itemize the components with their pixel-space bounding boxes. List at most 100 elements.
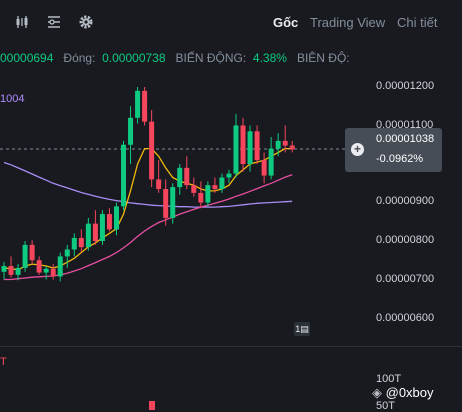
candle-body [212,185,218,190]
ma-label: 1004 [0,93,25,105]
candle-body [64,249,70,257]
ma-long-line [3,161,293,208]
candle [268,137,274,180]
candle-body [240,125,246,164]
candle-body [219,177,225,190]
candle [177,164,183,195]
candlestick-chart[interactable] [0,62,370,342]
range-label: BIÊN ĐỘ: [296,51,350,65]
candle [184,156,190,190]
candle-body [163,189,169,218]
candle [226,169,232,184]
candle [240,117,246,172]
candle-body [149,121,155,180]
candle-body [57,256,63,277]
candle-body [184,167,190,186]
candle-body [8,266,14,275]
price-axis-label: 0.00000800 [376,234,435,246]
volume-label: T [0,356,7,368]
candle-body [205,185,211,203]
candle-body [71,237,77,250]
gear-icon[interactable] [78,14,94,30]
candle [92,210,98,245]
candle-body [254,131,260,161]
candle [261,152,267,184]
close-label: Đóng: [63,51,96,65]
candle [212,177,218,193]
candle-body [29,244,35,261]
candle [156,160,162,193]
candle-body [36,260,42,273]
price-axis-label: 0.00000700 [376,273,435,285]
candle-body [121,144,127,207]
candle [198,181,204,209]
candle-body [50,268,56,277]
watermark: ◈ @0xboy [372,385,434,401]
candle-body [268,148,274,176]
candle-body [177,167,183,188]
candle [219,173,225,193]
candle [64,244,70,268]
candle [15,264,21,281]
candle [106,208,112,232]
candle-body [289,145,295,150]
candle [135,87,141,124]
scroll-to-latest-icon[interactable]: 1▤ [294,322,310,336]
candle [99,210,105,245]
price-axis-label: 0.00000900 [376,195,435,207]
candle-body [43,268,49,273]
candle [282,125,288,153]
candle [149,110,155,188]
candle [163,179,169,226]
change-value: 4.38% [252,51,287,65]
add-alert-icon[interactable]: + [351,143,364,156]
candle [29,240,35,265]
prev-value: 00000694 [0,51,54,65]
candle [71,233,77,257]
candle-body [226,173,232,178]
indicator-settings-icon[interactable] [46,14,62,30]
candle-body [85,223,91,248]
tab-details[interactable]: Chi tiết [397,15,438,30]
candle [121,140,127,211]
candle-body [135,90,141,118]
candle-settings-icon[interactable] [14,14,30,30]
candle-body [282,140,288,146]
candle [85,217,91,251]
current-price-tag[interactable]: + 0.00001038 -0.0962% [345,128,442,172]
candle [247,125,253,172]
candle [57,252,63,282]
price-axis-label: 0.00001200 [376,80,435,92]
candle [254,125,260,164]
ohlc-info: 00000694 Đóng: 0.00000738 BIẾN ĐỘNG: 4.3… [0,51,350,65]
candle-body [170,187,176,218]
candle [170,183,176,224]
candle-body [92,223,98,241]
close-value: 0.00000738 [102,51,166,65]
volume-axis-label: 50T [376,400,395,412]
volume-divider [0,346,462,347]
candle-body [78,237,84,248]
watermark-text: @0xboy [385,385,434,400]
candle [113,202,119,236]
candle-body [128,117,134,145]
candle [128,106,134,164]
candle-body [142,90,148,122]
current-price: 0.00001038 [376,133,435,145]
candle [8,256,14,278]
candle [289,140,295,153]
current-change: -0.0962% [376,153,424,165]
candle-body [99,214,105,241]
candle [233,113,239,178]
candle-body [198,192,204,203]
candle-body [113,206,119,230]
candle [205,181,211,207]
tab-original[interactable]: Gốc [273,15,299,30]
candle-body [22,244,28,268]
candle [142,87,148,126]
candle [78,229,84,253]
tab-trading-view[interactable]: Trading View [310,15,386,30]
ma-short-line [3,147,293,271]
candle [22,241,28,272]
candle [43,266,49,280]
